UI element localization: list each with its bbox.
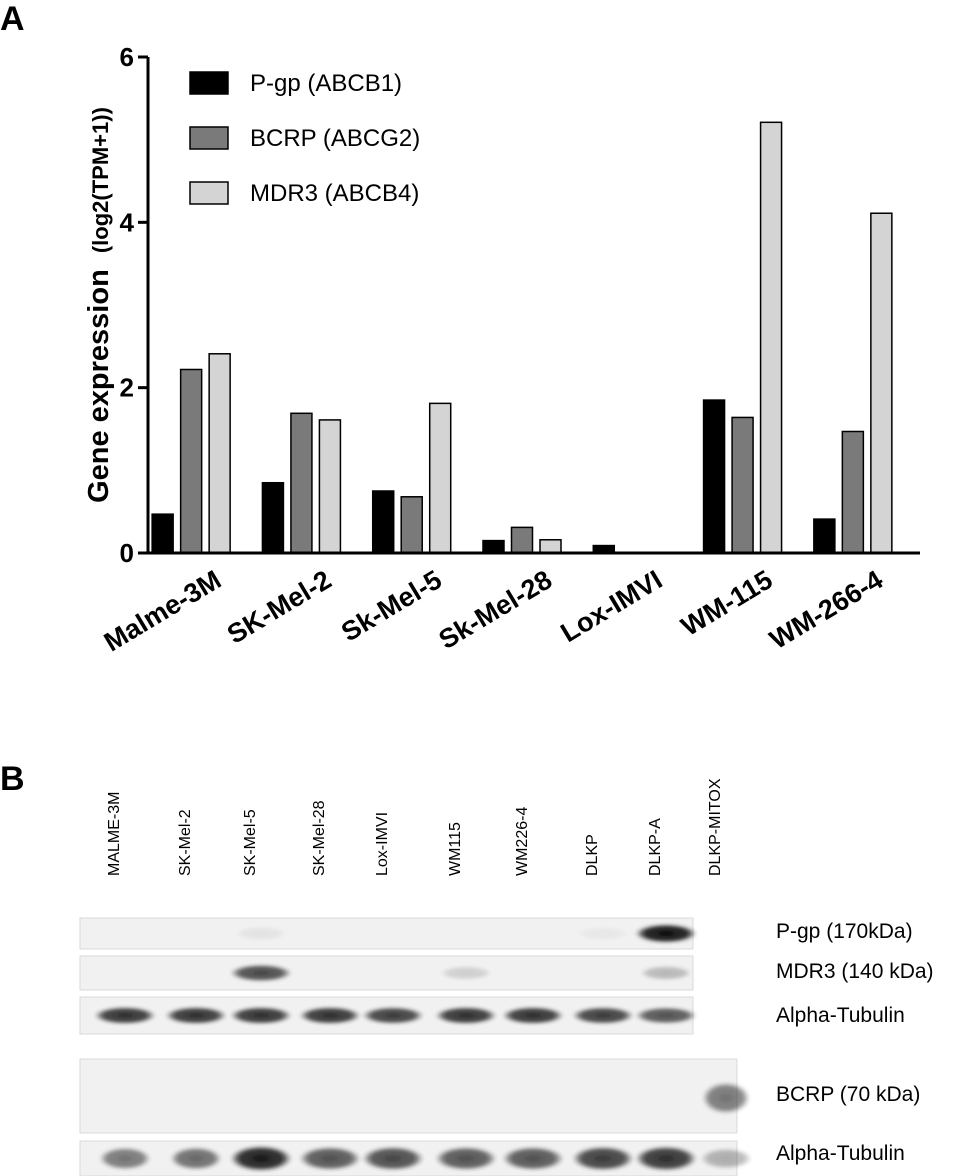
blot-band [299, 1146, 361, 1171]
protein-labels: P-gp (170kDa) MDR3 (140 kDa) Alpha-Tubulin… [776, 920, 934, 1165]
axes [146, 57, 920, 555]
bar [318, 419, 342, 554]
y-tick-label: 6 [120, 42, 134, 72]
lane-label: SK-Mel-28 [311, 800, 328, 876]
y-axis-label: Gene expression (log2(TPM+1)) [83, 107, 115, 503]
blot-band [230, 1006, 292, 1025]
legend-label: BCRP (ABCG2) [250, 125, 420, 152]
y-axis-title: Gene expression [83, 269, 115, 503]
blot-band [577, 926, 629, 941]
bar [731, 416, 754, 554]
x-tick-label: SK-Mel-2 [222, 564, 336, 649]
lane-label: DLKP-A [647, 818, 664, 876]
bar [371, 490, 395, 554]
lane-label: DLKP-MITOX [707, 778, 724, 876]
bar [290, 412, 313, 554]
blot-band [165, 1006, 227, 1025]
western-blot: MALME-3M SK-Mel-2 SK-Mel-5 SK-Mel-28 Lox-IMV… [79, 778, 934, 1176]
lane-labels: MALME-3M SK-Mel-2 SK-Mel-5 SK-Mel-28 Lox-IMV… [106, 778, 724, 876]
blot-strip [79, 955, 694, 991]
lane-label: WM115 [447, 822, 464, 876]
blot-band [635, 1145, 697, 1172]
blot-band [635, 923, 697, 944]
x-tick-label: Malme-3M [99, 564, 226, 657]
legend: P-gp (ABCB1) BCRP (ABCG2) MDR3 (ABCB4) [189, 70, 420, 207]
blot-band [230, 1145, 292, 1172]
bar [428, 402, 452, 554]
y-axis-unit: (log2(TPM+1)) [88, 107, 113, 253]
blot-band [572, 1006, 634, 1025]
lane-label: Lox-IMVI [374, 812, 391, 876]
blot-band [299, 1006, 361, 1025]
bar [261, 481, 285, 554]
legend-swatch [189, 126, 229, 150]
x-tick-label: WM-115 [676, 564, 778, 641]
x-tick-label: WM-266-4 [764, 564, 887, 655]
protein-label: MDR3 (140 kDa) [776, 960, 934, 983]
x-tick-label: Sk-Mel-28 [434, 564, 558, 655]
blot-band [702, 1081, 750, 1115]
protein-label: Alpha-Tubulin [776, 1004, 905, 1027]
y-tick-label: 2 [120, 373, 134, 403]
blot-band [362, 1006, 424, 1025]
bar [179, 368, 203, 554]
protein-label: P-gp (170kDa) [776, 920, 913, 943]
legend-swatch [189, 71, 229, 95]
legend-swatch [189, 181, 229, 205]
bar-chart: Gene expression (log2(TPM+1)) 0 2 4 6 Malme… [83, 42, 920, 657]
y-tick-label: 0 [120, 538, 134, 568]
blot-band [435, 1146, 497, 1171]
bar [151, 513, 174, 554]
blot-strips [79, 917, 752, 1176]
lane-label: SK-Mel-2 [177, 809, 194, 876]
x-tick-label: Sk-Mel-5 [336, 564, 447, 647]
y-tick-label: 4 [120, 207, 135, 237]
blot-band [635, 1007, 697, 1024]
lane-label: DLKP [584, 834, 601, 876]
bar [702, 399, 726, 554]
bar [482, 539, 505, 554]
blot-band [235, 926, 287, 941]
protein-label: Alpha-Tubulin [776, 1142, 905, 1165]
bar [759, 121, 783, 554]
panel-label-a: A [0, 0, 25, 38]
x-tick-label: Lox-IMVI [555, 564, 667, 648]
legend-label: P-gp (ABCB1) [250, 70, 402, 97]
blot-band [700, 1148, 752, 1169]
blot-band [640, 965, 692, 981]
lane-label: WM226-4 [514, 807, 531, 876]
svg-text:Gene expression (log2(: Gene expression (log2(TPM+1)) [83, 107, 115, 503]
bar [510, 526, 534, 554]
blot-band [435, 1006, 497, 1025]
bar [813, 518, 836, 554]
legend-label: MDR3 (ABCB4) [250, 180, 419, 207]
lane-label: MALME-3M [106, 792, 123, 876]
bar [400, 496, 423, 554]
blot-band [572, 1146, 634, 1171]
y-ticks: 0 2 4 6 [120, 42, 148, 568]
protein-label: BCRP (70 kDa) [776, 1083, 920, 1106]
bars [151, 121, 893, 554]
lane-label: SK-Mel-5 [242, 809, 259, 876]
blot-band [502, 1006, 564, 1025]
blot-strip [79, 1058, 738, 1134]
blot-band [502, 1146, 564, 1171]
bar [539, 539, 562, 554]
blot-band [362, 1146, 424, 1171]
bar [841, 430, 865, 554]
blot-band [230, 964, 292, 982]
bar [870, 212, 893, 554]
blot-band [94, 1006, 156, 1025]
bar [208, 353, 231, 554]
blot-band [440, 966, 492, 980]
blot-band [170, 1146, 222, 1171]
panel-label-b: B [0, 760, 25, 798]
blot-band [99, 1147, 151, 1170]
